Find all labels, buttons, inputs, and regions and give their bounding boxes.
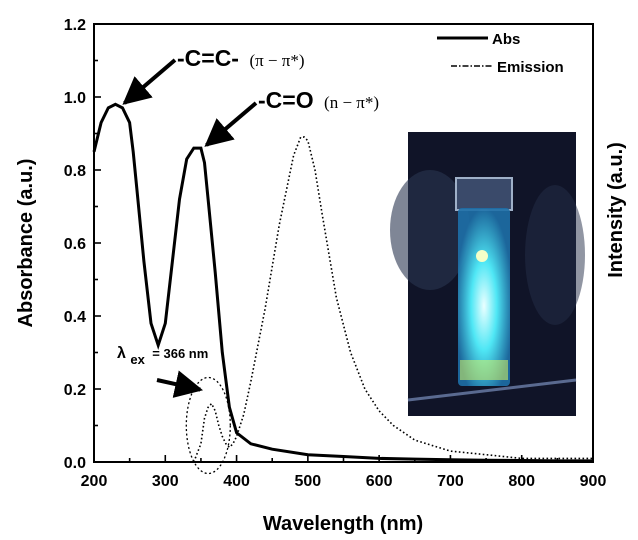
y-axis-title: Absorbance (a.u.): [15, 159, 37, 328]
inset-cuvette-glow: [458, 208, 510, 386]
y-tick-label: 0.0: [64, 455, 86, 472]
inset-hand-shadow: [390, 170, 470, 290]
x-tick-label: 700: [437, 473, 464, 490]
x-tick-labels: 200 300 400 500 600 700 800 900: [81, 473, 607, 490]
legend-label-abs: Abs: [492, 31, 520, 48]
x-tick-label: 900: [580, 473, 607, 490]
y-tick-labels: 0.0 0.2 0.4 0.6 0.8 1.0 1.2: [64, 17, 86, 472]
y2-axis-title: Intensity (a.u.): [605, 142, 627, 278]
x-tick-label: 200: [81, 473, 108, 490]
x-tick-label: 500: [295, 473, 322, 490]
inset-cuvette-highlight: [476, 250, 488, 262]
annotation-co-arrow: [204, 101, 258, 147]
annotation-lambda-subscript: ex: [130, 352, 145, 367]
annotation-lambda-ex-arrow: [156, 370, 204, 398]
y-tick-label: 1.2: [64, 17, 86, 34]
annotation-lambda-symbol: λ: [117, 345, 126, 362]
annotation-co-sub: (n − π*): [324, 93, 379, 112]
x-tick-label: 600: [366, 473, 393, 490]
y-tick-label: 0.4: [64, 309, 86, 326]
annotation-lambda-rest: = 366 nm: [152, 346, 208, 361]
inset-cuvette-bottom: [460, 360, 508, 380]
x-axis-title: Wavelength (nm): [263, 513, 423, 535]
annotation-cc-label: -C=C- (π − π*): [177, 45, 305, 71]
series-line-abs: [92, 102, 593, 463]
annotation-cc: -C=C- (π − π*): [122, 45, 305, 105]
annotation-cc-main: -C=C-: [177, 45, 239, 71]
y-tick-label: 0.8: [64, 163, 86, 180]
annotation-lambda-ex: λ ex = 366 nm: [117, 345, 231, 475]
annotation-cc-arrow: [122, 58, 177, 105]
annotation-co-label: -C=O (n − π*): [258, 87, 379, 113]
x-tick-label: 300: [152, 473, 179, 490]
y-tick-label: 0.6: [64, 236, 86, 253]
x-tick-label: 800: [508, 473, 535, 490]
y-tick-label: 1.0: [64, 90, 86, 107]
annotation-co: -C=O (n − π*): [204, 87, 379, 147]
inset-hand-shadow-right: [525, 185, 585, 325]
excitation-peak-ellipse: [185, 376, 231, 475]
legend: Abs Emission: [437, 31, 564, 76]
inset-photo: [390, 132, 585, 416]
annotation-lambda-ex-label: λ ex = 366 nm: [117, 345, 208, 368]
inset-table-edge: [407, 378, 577, 402]
legend-label-emission: Emission: [497, 59, 564, 76]
inset-cuvette-cap: [455, 177, 513, 211]
annotation-cc-sub: (π − π*): [249, 51, 304, 70]
x-tick-label: 400: [223, 473, 250, 490]
annotation-co-main: -C=O: [258, 87, 314, 113]
y-tick-label: 0.2: [64, 382, 86, 399]
